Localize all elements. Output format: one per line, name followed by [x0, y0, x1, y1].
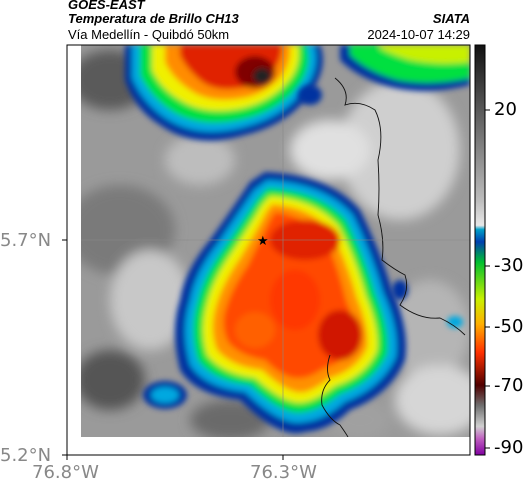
datetime-label: 2024-10-07 14:29 [367, 27, 470, 42]
lon-tick-label: 76.3°W [250, 462, 317, 483]
coastline [321, 354, 349, 437]
border-line [334, 77, 466, 336]
star-icon: ★ [257, 234, 269, 249]
colorbar [474, 44, 486, 456]
colorbar-label: -70 [494, 375, 524, 396]
agency-label: SIATA [432, 11, 470, 26]
lon-tick-label: 76.8°W [32, 462, 99, 483]
colorbar-label: -50 [494, 316, 524, 337]
lat-tick-label: 5.2°N [0, 445, 52, 466]
satellite-title: GOES-EAST [68, 0, 145, 12]
region-subtitle: Vía Medellín - Quibdó 50km [68, 27, 230, 42]
product-title: Temperatura de Brillo CH13 [68, 11, 239, 26]
lat-tick-label: 5.7°N [0, 230, 52, 251]
colorbar-label: -30 [494, 255, 524, 276]
colorbar-label: -90 [494, 437, 524, 458]
brightness-temperature-field: ★ [81, 45, 470, 437]
colorbar-label: 20 [494, 99, 517, 120]
